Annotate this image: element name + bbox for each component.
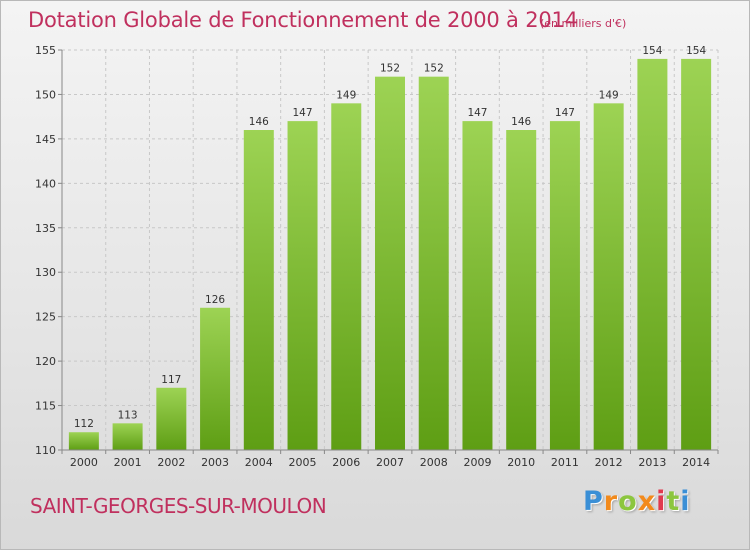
- y-tick-label: 125: [35, 311, 56, 324]
- logo-letter: o: [618, 486, 638, 517]
- y-tick-label: 155: [35, 44, 56, 57]
- bar: [200, 307, 231, 450]
- bar: [462, 121, 493, 450]
- bar-value-label: 117: [161, 374, 181, 386]
- bar-value-label: 146: [511, 116, 531, 128]
- y-tick-label: 120: [35, 355, 56, 368]
- bar: [112, 423, 143, 450]
- y-tick-label: 150: [35, 88, 56, 101]
- bar-value-label: 112: [74, 418, 94, 430]
- bar-value-label: 149: [336, 89, 356, 101]
- x-tick-label: 2007: [376, 456, 404, 469]
- bar: [637, 58, 668, 451]
- bars: [68, 58, 712, 451]
- bar-value-label: 152: [380, 63, 400, 75]
- y-tick-label: 140: [35, 177, 56, 190]
- bar: [287, 121, 318, 450]
- y-tick-label: 110: [35, 444, 56, 457]
- bar: [681, 58, 712, 451]
- bar: [331, 103, 362, 450]
- x-tick-label: 2010: [507, 456, 535, 469]
- x-tick-label: 2012: [595, 456, 623, 469]
- y-tick-label: 135: [35, 222, 56, 235]
- x-tick-label: 2002: [157, 456, 185, 469]
- x-tick-label: 2003: [201, 456, 229, 469]
- bar-value-label: 113: [118, 409, 138, 421]
- logo-letter: t: [666, 486, 681, 517]
- bar-value-label: 149: [599, 89, 619, 101]
- x-tick-label: 2009: [463, 456, 491, 469]
- bar: [68, 432, 99, 450]
- proxiti-logo: Proxiti: [583, 486, 691, 517]
- x-tick-label: 2004: [245, 456, 273, 469]
- commune-name: SAINT-GEORGES-SUR-MOULON: [30, 494, 327, 518]
- axes: [58, 49, 719, 454]
- x-tick-label: 2006: [332, 456, 360, 469]
- bar-value-label: 147: [467, 107, 487, 119]
- y-tick-label: 115: [35, 400, 56, 413]
- bar: [418, 76, 449, 451]
- x-tick-label: 2000: [70, 456, 98, 469]
- chart-unit-label: (en milliers d'€): [540, 17, 627, 30]
- bar-value-label: 152: [424, 63, 444, 75]
- y-tick-label: 145: [35, 133, 56, 146]
- x-tick-label: 2013: [638, 456, 666, 469]
- logo-letter: P: [583, 486, 604, 517]
- x-tick-label: 2008: [420, 456, 448, 469]
- logo-letter: x: [637, 486, 657, 517]
- x-tick-label: 2011: [551, 456, 579, 469]
- bar: [593, 103, 624, 450]
- bar: [549, 121, 580, 450]
- labels: 110 115 120 125 130 135 140 145 150 155 112 2000 113…: [35, 44, 710, 469]
- logo-letter: r: [603, 486, 619, 517]
- bar-chart: 110 115 120 125 130 135 140 145 150 155 112 2000 113…: [35, 44, 719, 469]
- bar-value-label: 147: [555, 107, 575, 119]
- logo-letter: i: [656, 486, 667, 517]
- bar: [506, 130, 537, 450]
- chart-title: Dotation Globale de Fonctionnement de 20…: [28, 8, 578, 32]
- bar-value-label: 146: [249, 116, 269, 128]
- x-tick-label: 2001: [114, 456, 142, 469]
- bar: [375, 76, 405, 451]
- bar-value-label: 154: [686, 45, 706, 57]
- y-tick-label: 130: [35, 266, 56, 279]
- bar: [156, 387, 187, 450]
- bar: [243, 130, 274, 450]
- bar-value-label: 147: [293, 107, 313, 119]
- logo-letter: i: [680, 486, 691, 517]
- x-tick-label: 2005: [289, 456, 317, 469]
- bar-value-label: 126: [205, 294, 225, 306]
- x-tick-label: 2014: [682, 456, 710, 469]
- bar-value-label: 154: [642, 45, 662, 57]
